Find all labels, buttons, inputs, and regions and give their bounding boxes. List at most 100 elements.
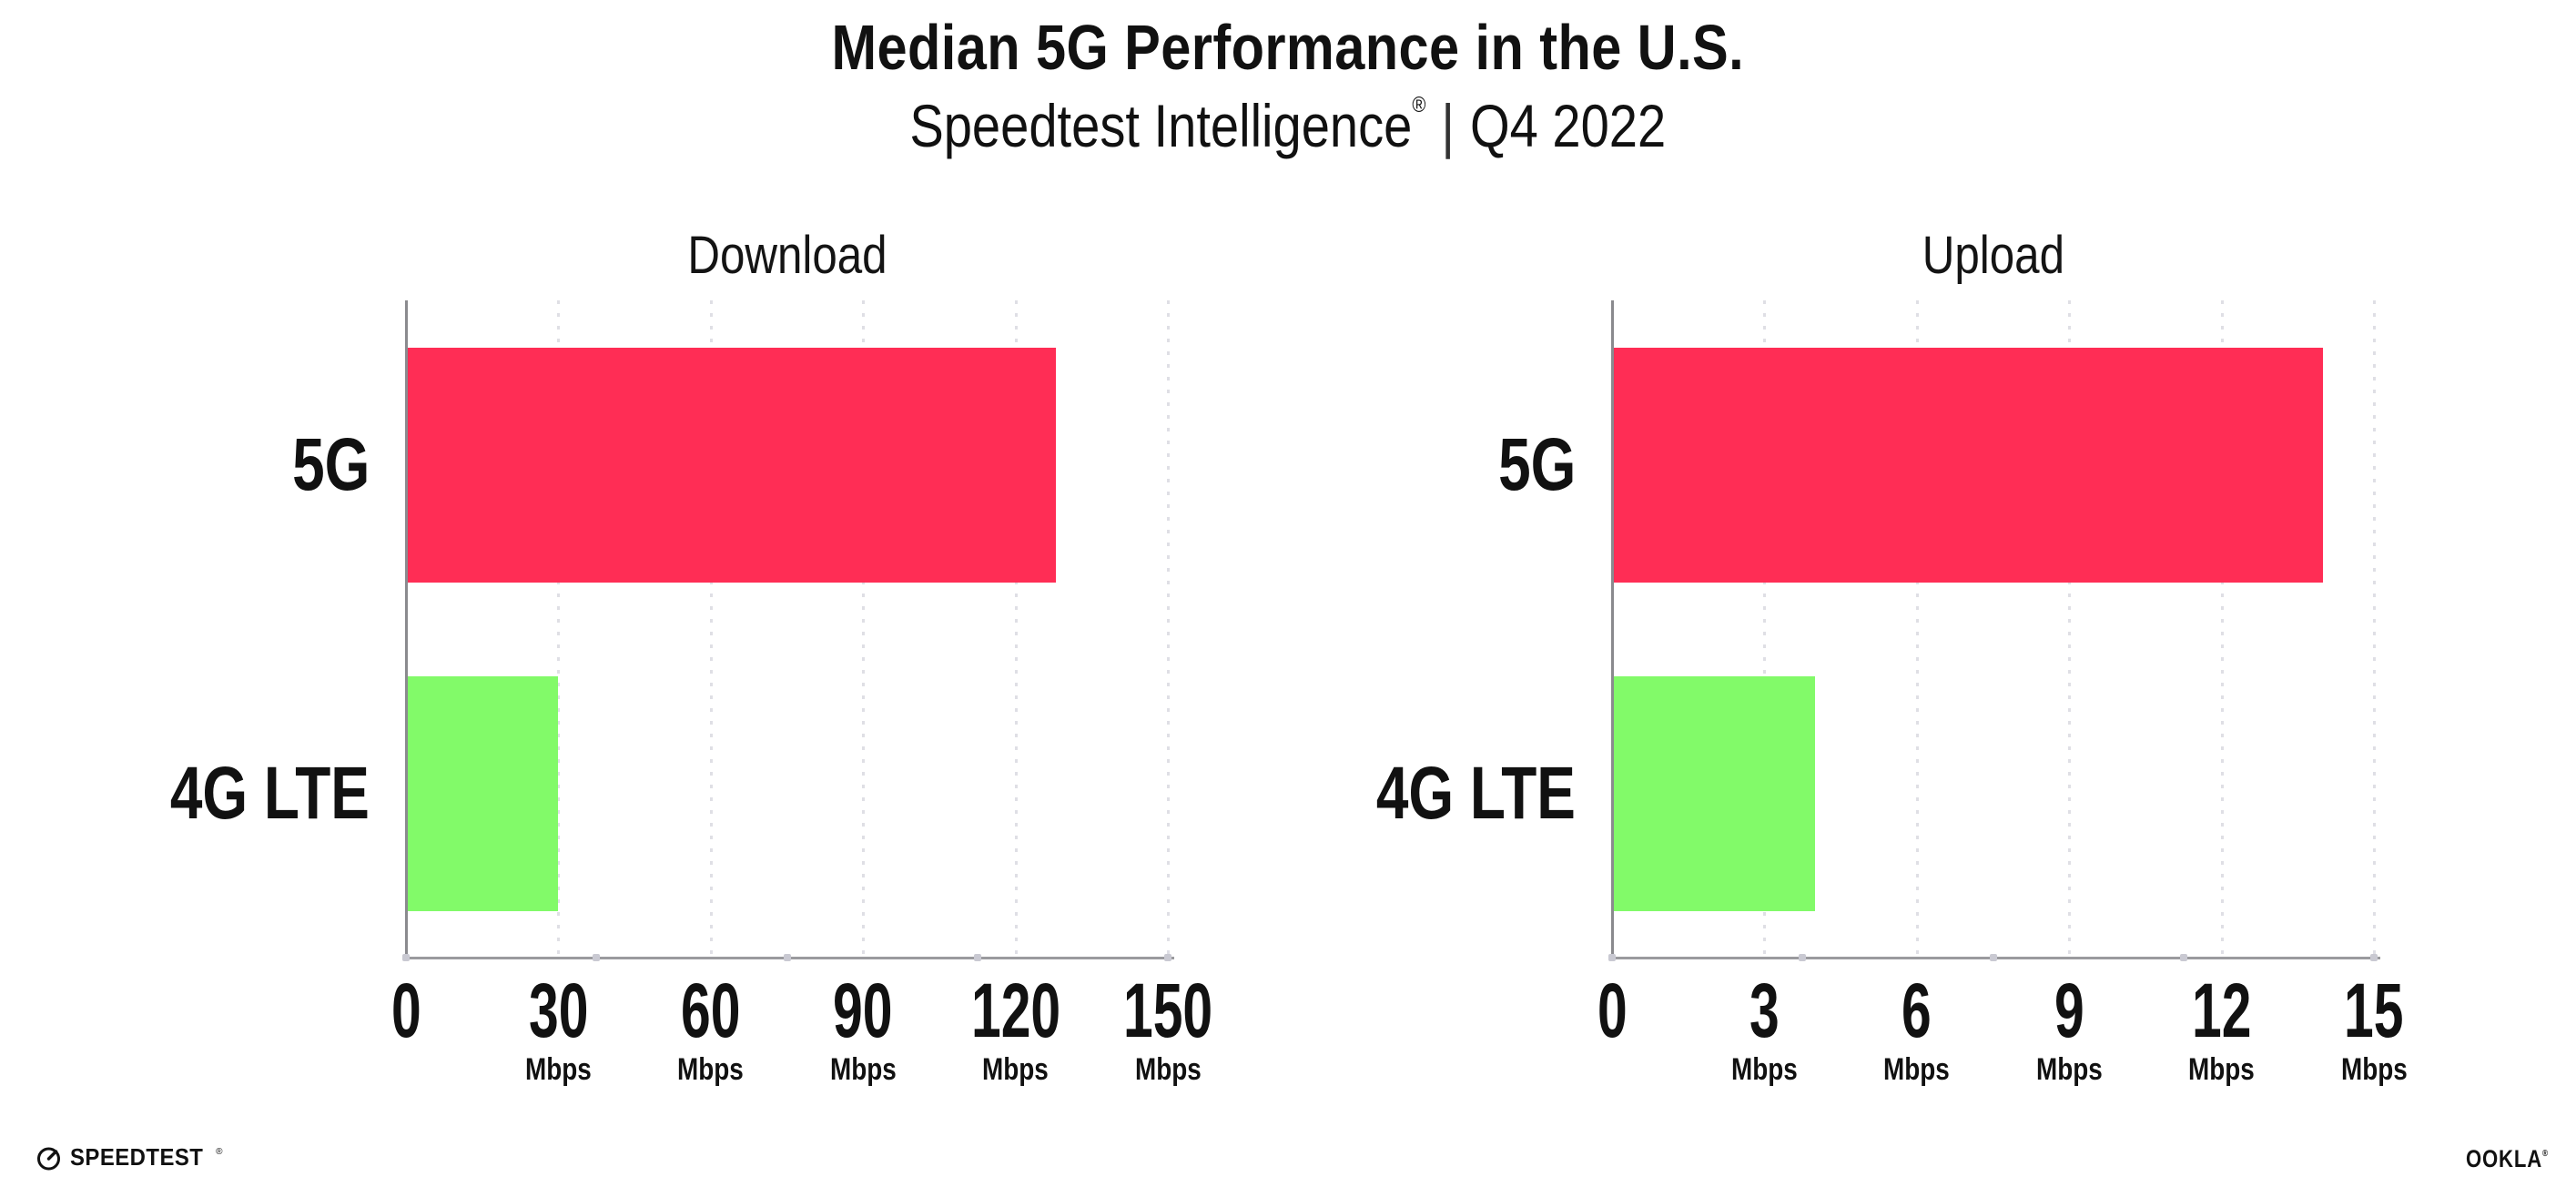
x-tick-value: 90 — [745, 972, 981, 1049]
gridline-120 — [1014, 300, 1018, 958]
x-tick-unit-text: Mbps — [829, 1052, 897, 1087]
x-tick-30: 30 Mbps — [440, 972, 676, 1085]
x-tick-value: 6 — [1799, 972, 2035, 1049]
x-tick-unit-text: Mbps — [1134, 1052, 1202, 1087]
x-tick-unit: Mbps — [2104, 1054, 2340, 1085]
x-tick-unit-text: Mbps — [2340, 1052, 2408, 1087]
registered-mark: ® — [1412, 93, 1426, 117]
axis-tick-dot — [2179, 954, 2187, 961]
axis-tick-dot — [593, 954, 601, 961]
speedtest-logo: SPEEDTEST ® — [36, 1143, 222, 1172]
x-tick-0: 0 — [1494, 972, 1730, 1049]
x-tick-value: 30 — [440, 972, 676, 1049]
x-tick-unit: Mbps — [1050, 1054, 1286, 1085]
x-tick-value-text: 0 — [390, 968, 421, 1053]
ookla-wordmark: OOKLA — [2466, 1145, 2543, 1172]
x-tick-value-text: 0 — [1597, 968, 1628, 1053]
bar-5g — [1612, 347, 2324, 583]
page-title-text: Median 5G Performance in the U.S. — [831, 12, 1745, 83]
x-tick-9: 9 Mbps — [1951, 972, 2187, 1085]
axis-tick-dot — [2370, 954, 2378, 961]
speedtest-wordmark: SPEEDTEST — [70, 1143, 204, 1171]
x-tick-value: 9 — [1951, 972, 2187, 1049]
ookla-logo: OOKLA® — [2448, 1145, 2549, 1173]
category-label-4g-lte: 4G LTE — [0, 676, 370, 911]
x-tick-value: 60 — [593, 972, 829, 1049]
x-tick-unit-text: Mbps — [1883, 1052, 1951, 1087]
x-tick-value-text: 90 — [833, 968, 893, 1053]
x-tick-value: 3 — [1646, 972, 1882, 1049]
x-tick-value: 120 — [898, 972, 1134, 1049]
x-tick-value: 150 — [1050, 972, 1286, 1049]
axis-tick-dot — [1164, 954, 1171, 961]
subtitle-brand: Speedtest Intelligence — [909, 92, 1413, 159]
x-tick-value-text: 15 — [2344, 968, 2404, 1053]
bar-5g — [406, 347, 1057, 583]
x-tick-value: 12 — [2104, 972, 2340, 1049]
x-tick-value-text: 30 — [528, 968, 589, 1053]
x-tick-90: 90 Mbps — [745, 972, 981, 1085]
x-tick-unit-text: Mbps — [677, 1052, 745, 1087]
axis-tick-dot — [973, 954, 981, 961]
ookla-registered-mark: ® — [2542, 1149, 2549, 1159]
x-tick-unit: Mbps — [440, 1054, 676, 1085]
x-tick-unit: Mbps — [898, 1054, 1134, 1085]
x-tick-60: 60 Mbps — [593, 972, 829, 1085]
axis-tick-dot — [1989, 954, 1997, 961]
gridline-3 — [1763, 300, 1767, 958]
x-tick-value-text: 3 — [1749, 968, 1780, 1053]
x-tick-120: 120 Mbps — [898, 972, 1134, 1085]
category-label-4g-lte: 4G LTE — [1157, 676, 1576, 911]
x-tick-unit: Mbps — [2256, 1054, 2492, 1085]
bar-4g-lte — [1612, 675, 1816, 911]
x-tick-unit-text: Mbps — [524, 1052, 592, 1087]
x-tick-unit-text: Mbps — [1730, 1052, 1798, 1087]
axis-tick-dot — [402, 954, 410, 961]
gridline-150 — [1167, 300, 1170, 958]
chart-title-text: Upload — [1922, 226, 2064, 285]
axis-tick-dot — [783, 954, 791, 961]
x-tick-value: 0 — [288, 972, 524, 1049]
x-tick-15: 15 Mbps — [2256, 972, 2492, 1085]
category-label-text: 4G LTE — [1375, 751, 1576, 835]
x-tick-value-text: 9 — [2054, 968, 2084, 1053]
x-tick-unit: Mbps — [1951, 1054, 2187, 1085]
category-label-text: 5G — [1497, 422, 1576, 506]
gridline-12 — [2220, 300, 2224, 958]
x-tick-value-text: 150 — [1122, 968, 1213, 1053]
x-tick-3: 3 Mbps — [1646, 972, 1882, 1085]
footer: SPEEDTEST ® OOKLA® — [0, 1136, 2576, 1178]
x-tick-150: 150 Mbps — [1050, 972, 1286, 1085]
bar-4g-lte — [406, 675, 559, 911]
gridline-6 — [1915, 300, 1919, 958]
y-axis — [405, 300, 408, 958]
x-tick-unit: Mbps — [593, 1054, 829, 1085]
x-tick-unit-text: Mbps — [982, 1052, 1049, 1087]
axis-tick-dot — [1608, 954, 1616, 961]
speedtest-gauge-icon — [37, 1147, 60, 1170]
x-tick-unit-text: Mbps — [2188, 1052, 2255, 1087]
x-tick-unit: Mbps — [1799, 1054, 2035, 1085]
category-label-text: 4G LTE — [169, 751, 370, 835]
x-tick-unit: Mbps — [1646, 1054, 1882, 1085]
speedtest-registered-mark: ® — [216, 1147, 223, 1157]
x-tick-0: 0 — [288, 972, 524, 1049]
x-tick-6: 6 Mbps — [1799, 972, 2035, 1085]
category-label-5g: 5G — [0, 348, 370, 583]
page-title: Median 5G Performance in the U.S. — [0, 11, 2576, 84]
category-label-text: 5G — [291, 422, 370, 506]
chart-title-text: Download — [686, 226, 887, 285]
category-label-5g: 5G — [1157, 348, 1576, 583]
y-axis — [1611, 300, 1614, 958]
gridline-60 — [709, 300, 713, 958]
x-tick-value-text: 6 — [1902, 968, 1932, 1053]
gridline-30 — [557, 300, 561, 958]
axis-tick-dot — [1799, 954, 1807, 961]
x-tick-value-text: 120 — [970, 968, 1060, 1053]
gridline-15 — [2373, 300, 2376, 958]
x-tick-value: 0 — [1494, 972, 1730, 1049]
gridline-90 — [862, 300, 866, 958]
chart-title-download: Download — [469, 225, 1106, 286]
x-tick-unit-text: Mbps — [2035, 1052, 2103, 1087]
subtitle-period: Q4 2022 — [1470, 92, 1667, 159]
